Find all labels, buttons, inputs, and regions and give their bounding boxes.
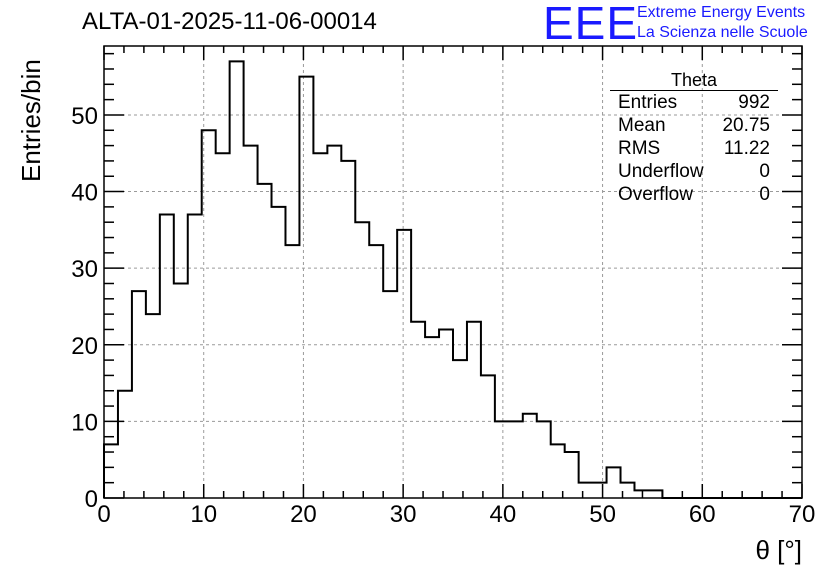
- x-tick-label: 70: [789, 501, 816, 528]
- x-axis-label: θ [°]: [755, 535, 802, 565]
- x-tick-label: 0: [97, 501, 110, 528]
- y-tick-label: 30: [71, 256, 98, 283]
- stats-value: 20.75: [722, 115, 770, 136]
- stats-label: Overflow: [618, 184, 693, 205]
- stats-value: 11.22: [723, 138, 770, 159]
- axis-ticks: [103, 46, 803, 499]
- x-tick-label: 10: [190, 501, 217, 528]
- stats-label: RMS: [618, 138, 661, 159]
- stats-label: Mean: [618, 115, 666, 136]
- stats-value: 0: [759, 184, 770, 205]
- y-axis-label: Entries/bin: [16, 59, 46, 182]
- stats-value: 0: [759, 161, 770, 182]
- tick-labels: 0 10 20 30 40 50 60 70 0 10 20 30 40 50: [71, 103, 815, 528]
- stats-title: Theta: [610, 70, 778, 91]
- y-tick-label: 20: [71, 333, 98, 360]
- chart-title: ALTA-01-2025-11-06-00014: [82, 8, 377, 35]
- y-tick-label: 50: [71, 103, 98, 130]
- x-tick-label: 20: [290, 501, 317, 528]
- logo-text-line2: La Scienza nelle Scuole: [637, 24, 808, 41]
- stats-row-entries: Entries 992: [610, 91, 778, 114]
- x-tick-label: 40: [490, 501, 517, 528]
- y-tick-label: 10: [71, 409, 98, 436]
- eee-logo: EEE: [543, 0, 639, 49]
- y-tick-label: 0: [85, 486, 98, 513]
- histogram-line: [103, 60, 802, 499]
- stats-value: 992: [738, 92, 770, 113]
- stats-row-underflow: Underflow 0: [610, 160, 778, 183]
- logo-text-line1: Extreme Energy Events: [637, 4, 806, 21]
- stats-box: Theta Entries 992 Mean 20.75 RMS 11.22 U…: [610, 70, 778, 206]
- x-tick-label: 50: [589, 501, 616, 528]
- x-tick-label: 30: [390, 501, 417, 528]
- stats-row-rms: RMS 11.22: [610, 137, 778, 160]
- y-tick-label: 40: [71, 180, 98, 207]
- stats-row-mean: Mean 20.75: [610, 114, 778, 137]
- stats-label: Underflow: [618, 161, 704, 182]
- stats-label: Entries: [618, 92, 678, 113]
- plot-frame: [103, 45, 803, 499]
- stats-row-overflow: Overflow 0: [610, 183, 778, 206]
- x-tick-label: 60: [689, 501, 716, 528]
